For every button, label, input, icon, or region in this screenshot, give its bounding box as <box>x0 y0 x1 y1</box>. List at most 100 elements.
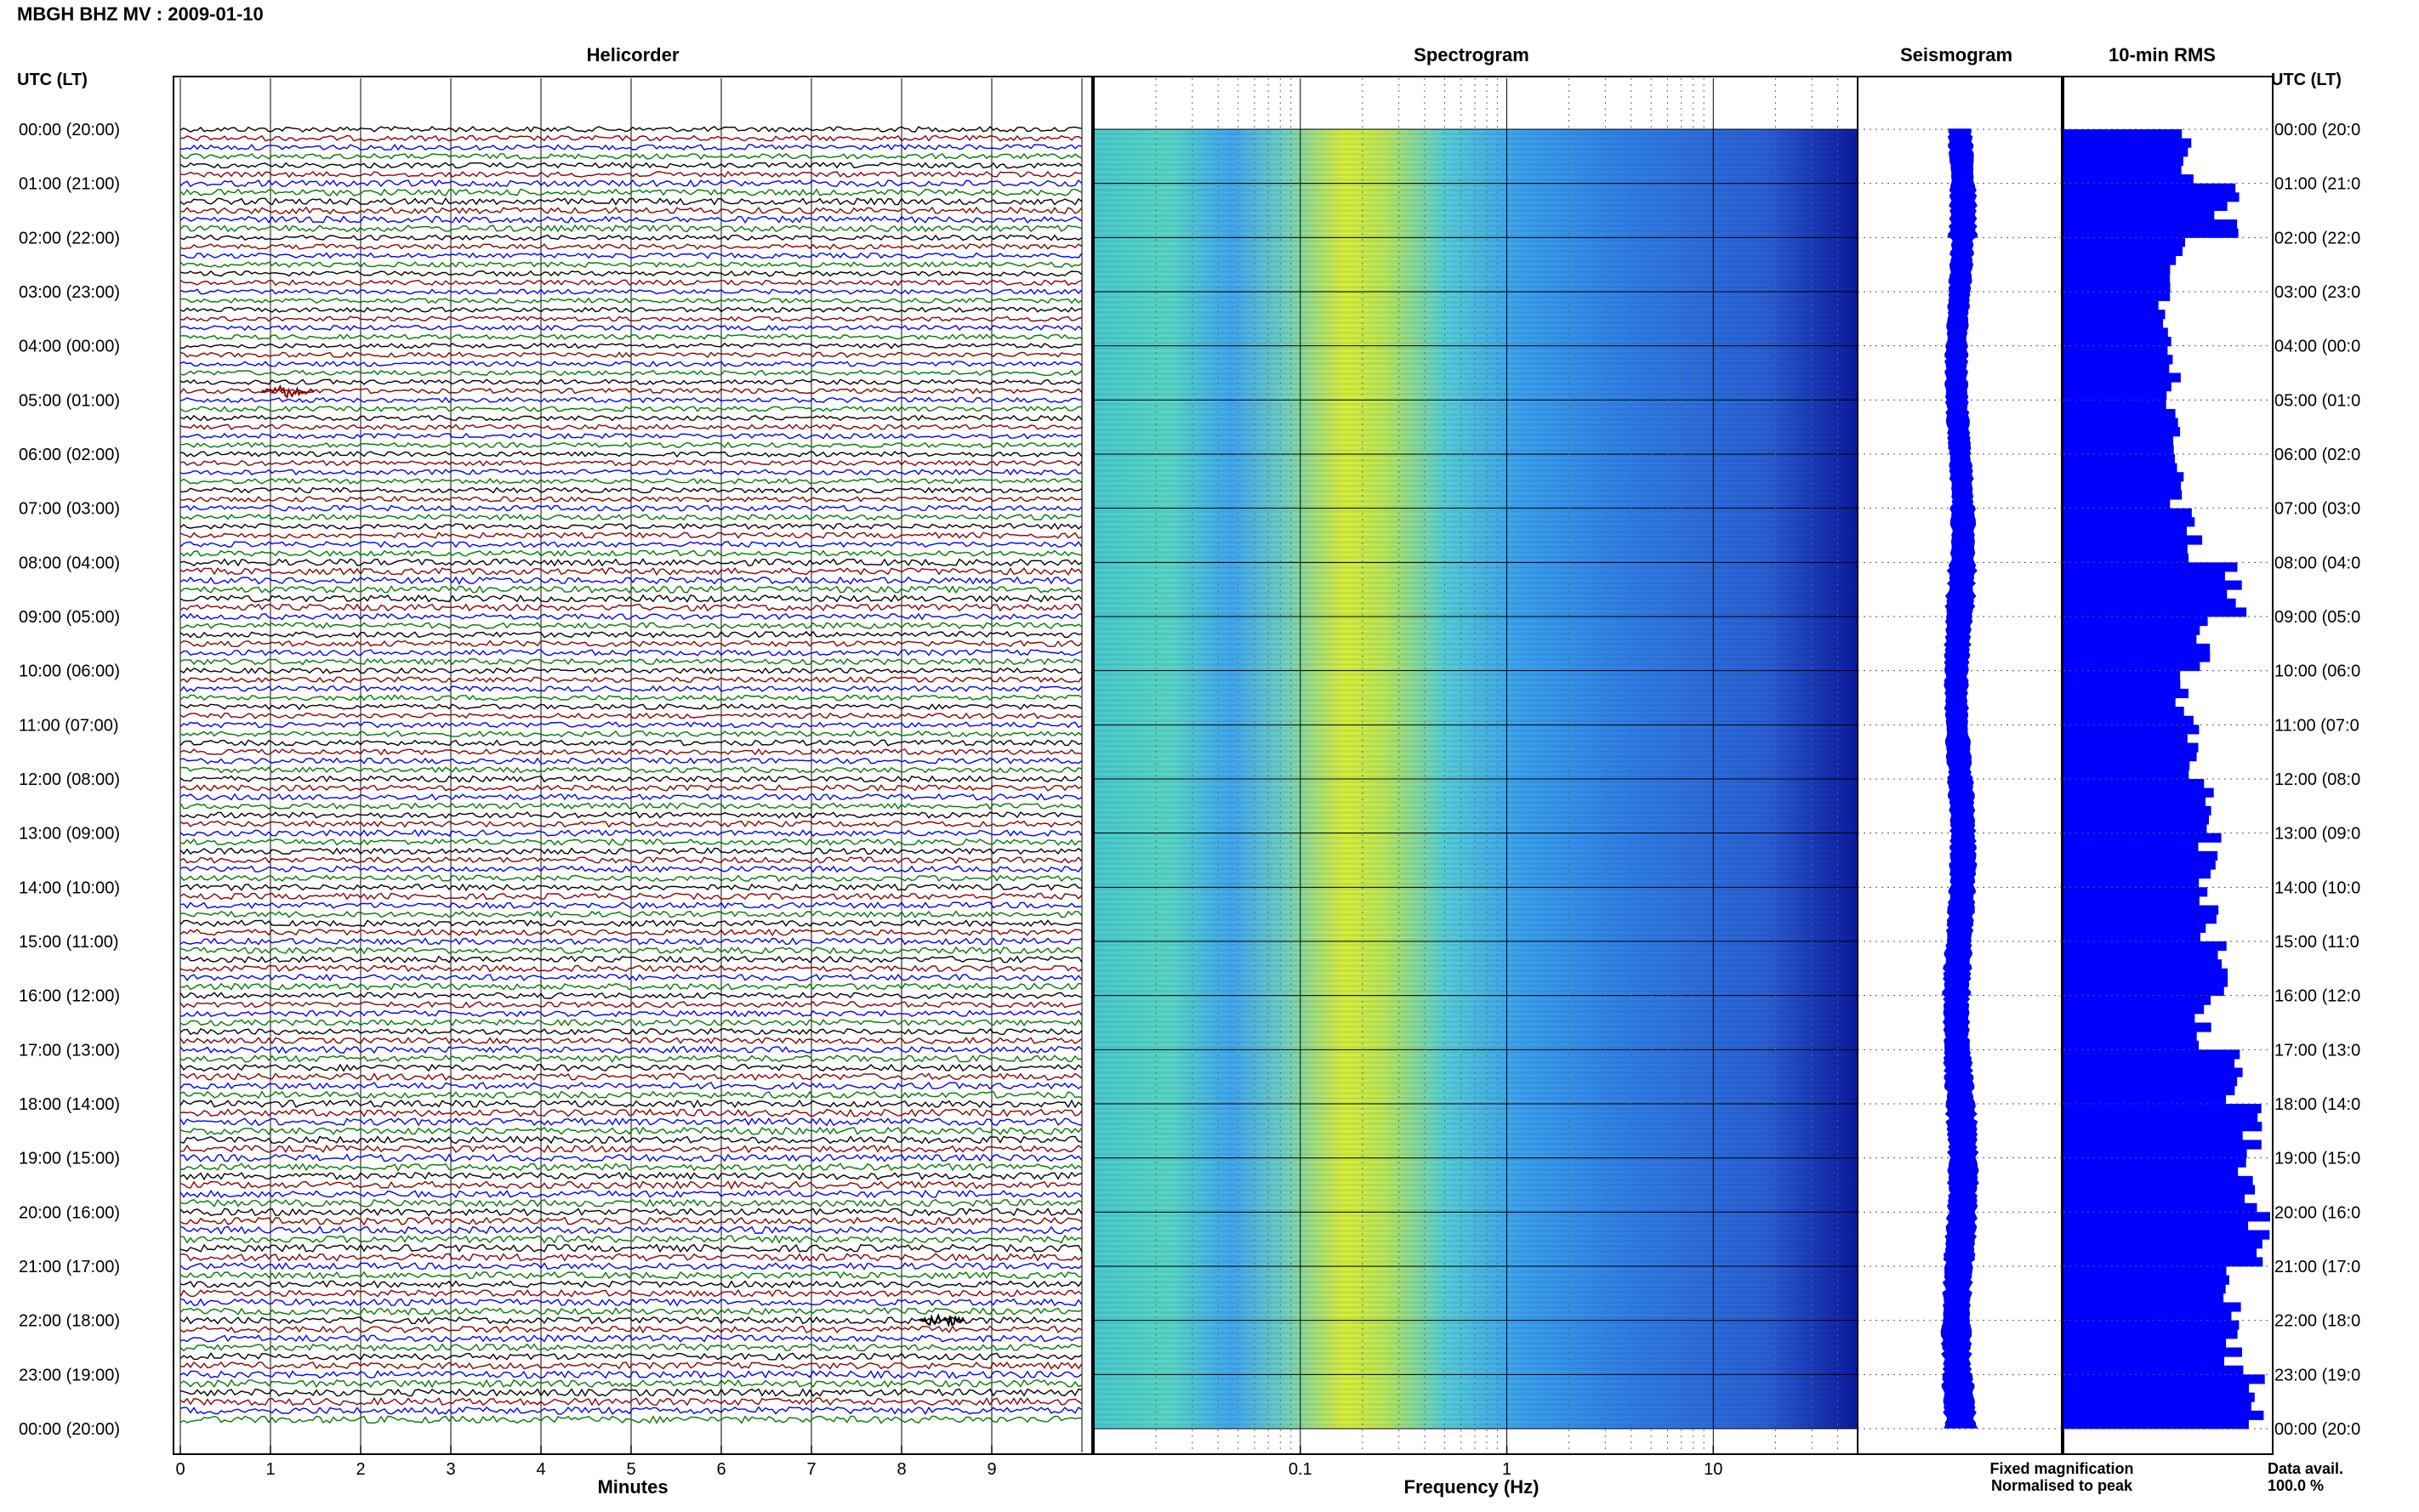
right-time-label: 02:00 (22:0 <box>2274 229 2360 247</box>
rms-bar <box>2063 670 2181 680</box>
rms-bar <box>2063 1329 2238 1339</box>
rms-bar <box>2063 210 2215 220</box>
right-time-label: 07:00 (03:0 <box>2274 500 2360 519</box>
left-time-label: 20:00 (16:00) <box>19 1203 120 1222</box>
rms-bar <box>2063 914 2217 924</box>
helicorder-trace <box>179 206 1083 215</box>
helicorder-trace <box>179 622 1083 629</box>
helicorder-trace <box>179 1406 1083 1416</box>
helicorder-trace <box>179 1027 1083 1036</box>
helicorder-trace <box>179 1171 1083 1181</box>
rms-bar <box>2063 1094 2227 1105</box>
rms-bar <box>2063 742 2199 753</box>
frequency-tick-label: 1 <box>1502 1460 1511 1479</box>
rms-bar <box>2063 418 2178 428</box>
spectrogram-panel: 0.1 1 10 Frequency (Hz) <box>1093 76 1858 1498</box>
helicorder-trace <box>179 1253 1083 1262</box>
helicorder-trace <box>179 639 1083 648</box>
right-time-label: 10:00 (06:0 <box>2274 662 2360 681</box>
helicorder-trace <box>179 1262 1083 1270</box>
rms-bar <box>2063 697 2176 708</box>
rms-bar <box>2063 1049 2240 1060</box>
helicorder-trace <box>179 361 1083 367</box>
helicorder-trace <box>179 566 1083 577</box>
helicorder-trace <box>179 766 1083 774</box>
rms-bar <box>2063 183 2236 193</box>
left-time-label: 17:00 (13:00) <box>19 1041 120 1060</box>
helicorder-trace <box>179 1334 1083 1343</box>
rms-bar <box>2063 1284 2226 1294</box>
rms-bar <box>2063 760 2190 770</box>
rms-bar <box>2063 1419 2249 1430</box>
rms-bar <box>2063 1220 2249 1231</box>
rms-bar <box>2063 805 2211 816</box>
right-time-label: 00:00 (20:0 <box>2274 1420 2360 1439</box>
rms-bar <box>2063 707 2184 717</box>
right-time-label: 12:00 (08:0 <box>2274 770 2360 789</box>
rms-bar <box>2063 941 2227 952</box>
right-time-label: 17:00 (13:0 <box>2274 1041 2360 1060</box>
helicorder-trace <box>179 946 1083 955</box>
rms-bar <box>2063 842 2199 852</box>
helicorder-trace <box>179 152 1083 160</box>
helicorder-trace <box>179 739 1083 747</box>
left-axis-label: UTC (LT) <box>17 71 88 89</box>
helicorder-trace <box>179 1298 1083 1307</box>
rms-bar <box>2063 1293 2224 1303</box>
helicorder-trace <box>179 1225 1083 1236</box>
rms-bar <box>2063 607 2247 617</box>
helicorder-trace <box>179 1216 1083 1226</box>
helicorder-trace <box>179 937 1083 946</box>
right-time-label: 00:00 (20:0 <box>2274 121 2360 139</box>
helicorder-trace <box>179 874 1083 883</box>
rms-bar <box>2063 1175 2253 1185</box>
helicorder-trace <box>179 856 1083 865</box>
rms-bar <box>2063 932 2200 942</box>
left-time-label: 06:00 (02:00) <box>19 446 120 464</box>
rms-bar <box>2063 1104 2262 1114</box>
helicorder-trace <box>179 685 1083 692</box>
helicorder-trace <box>179 315 1083 322</box>
helicorder-trace <box>179 170 1083 179</box>
rms-bar <box>2063 995 2211 1005</box>
rms-bar <box>2063 472 2184 482</box>
rms-bar <box>2063 1401 2251 1412</box>
helicorder-trace <box>179 459 1083 467</box>
rms-bar <box>2063 1347 2242 1357</box>
rms-bar <box>2063 246 2183 257</box>
rms-bar <box>2063 292 2171 302</box>
rms-grid <box>2063 128 2273 1430</box>
rms-bar <box>2063 679 2181 690</box>
helicorder-trace <box>179 306 1083 313</box>
helicorder-trace <box>179 451 1083 458</box>
rms-bar <box>2063 427 2181 437</box>
rms-bar <box>2063 968 2228 978</box>
helicorder-trace <box>179 603 1083 612</box>
rms-bar <box>2063 1157 2246 1168</box>
rms-bar <box>2063 1356 2224 1367</box>
right-time-label: 08:00 (04:0 <box>2274 554 2360 572</box>
helicorder-trace <box>179 694 1083 702</box>
helicorder-trace <box>179 1001 1083 1009</box>
helicorder-trace <box>179 1243 1083 1253</box>
helicorder-trace <box>179 558 1083 567</box>
helicorder-trace <box>179 477 1083 485</box>
helicorder-trace <box>179 901 1083 910</box>
helicorder-trace <box>179 1415 1082 1424</box>
helicorder-trace <box>179 504 1083 512</box>
right-time-label: 01:00 (21:0 <box>2274 175 2360 194</box>
spectrogram-x-label: Frequency (Hz) <box>1404 1476 1540 1498</box>
rms-bar <box>2063 1067 2243 1077</box>
helicorder-trace <box>179 1234 1083 1244</box>
right-time-label: 19:00 (15:0 <box>2274 1150 2360 1168</box>
rms-bar <box>2063 408 2176 419</box>
rms-bar <box>2063 1257 2263 1267</box>
rms-bar <box>2063 300 2159 310</box>
helicorder-trace <box>179 1343 1083 1352</box>
helicorder-trace <box>179 747 1083 756</box>
helicorder-trace <box>179 955 1083 963</box>
rms-bar <box>2063 1338 2227 1348</box>
rms-bar <box>2063 1320 2240 1330</box>
helicorder-trace <box>179 865 1083 873</box>
